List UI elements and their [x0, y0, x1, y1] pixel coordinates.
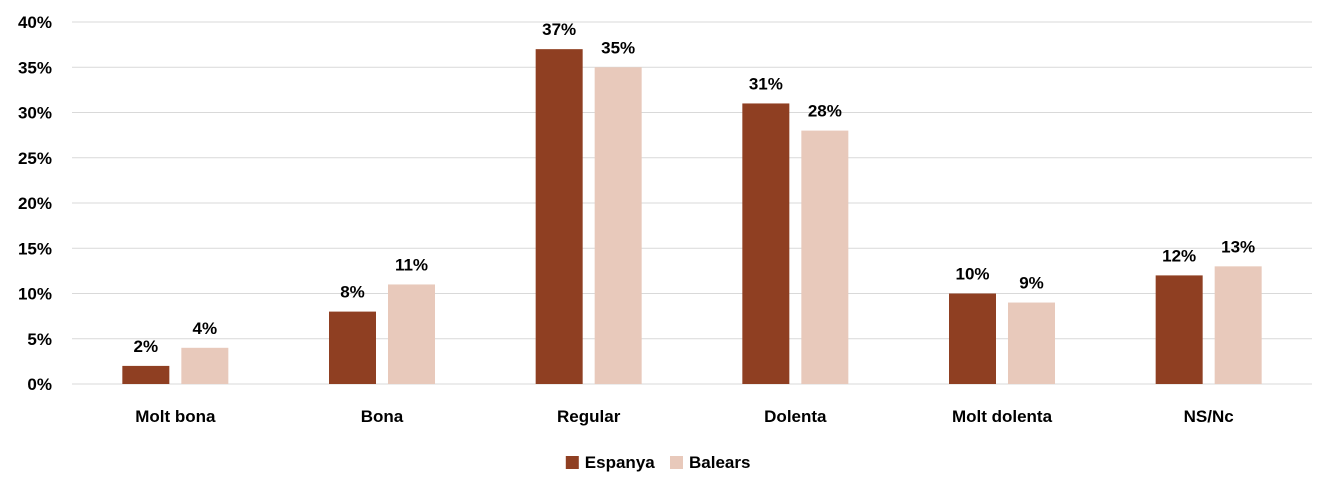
y-tick-label: 30% [18, 104, 52, 123]
y-tick-label: 20% [18, 194, 52, 213]
category-label: Bona [361, 407, 404, 426]
bar-balears-0 [181, 347, 229, 384]
legend-swatch-balears [670, 456, 683, 469]
legend-label-balears: Balears [689, 453, 750, 472]
bar-espanya-0 [122, 365, 170, 384]
bar-balears-3 [801, 130, 849, 384]
category-label: Molt bona [135, 407, 216, 426]
x-axis-categories: Molt bona Bona Regular Dolenta Molt dolenta N… [135, 407, 1234, 426]
data-label: 13% [1221, 237, 1255, 256]
category-label: Molt dolenta [952, 407, 1053, 426]
legend-swatch-espanya [565, 456, 579, 469]
y-tick-label: 35% [18, 58, 52, 77]
bar-espanya-1 [329, 311, 376, 384]
data-label: 2% [134, 337, 159, 356]
y-tick-label: 5% [27, 330, 52, 349]
y-tick-label: 25% [18, 149, 52, 168]
bar-espanya-2 [535, 49, 583, 385]
bar-balears-1 [388, 284, 435, 384]
y-tick-label: 40% [18, 13, 52, 32]
gridlines [72, 21, 1312, 385]
y-tick-label: 15% [18, 239, 52, 258]
y-tick-label: 0% [27, 375, 52, 394]
data-label: 11% [395, 255, 428, 274]
bar-balears-4 [1008, 302, 1055, 384]
data-label: 12% [1162, 246, 1196, 265]
category-label: Dolenta [764, 407, 827, 426]
data-label: 31% [749, 74, 783, 93]
bar-balears-5 [1214, 266, 1262, 384]
data-labels: 2% 4% 8% 11% 37% 35% 31% 28% 10% 9% 12% 13% [134, 20, 1256, 356]
category-label: Regular [557, 407, 621, 426]
category-label: NS/Nc [1184, 407, 1234, 426]
legend: Espanya Balears [565, 453, 750, 472]
bar-balears-2 [594, 67, 642, 384]
data-label: 28% [808, 102, 842, 121]
data-label: 35% [601, 38, 635, 57]
data-label: 9% [1019, 274, 1044, 293]
bar-espanya-3 [742, 103, 790, 384]
data-label: 10% [955, 265, 989, 284]
bars [122, 49, 1262, 385]
data-label: 8% [340, 283, 365, 302]
bar-espanya-5 [1155, 275, 1203, 384]
legend-label-espanya: Espanya [585, 453, 655, 472]
data-label: 37% [542, 20, 576, 39]
data-label: 4% [193, 319, 218, 338]
bar-espanya-4 [949, 293, 996, 384]
y-tick-label: 10% [18, 285, 52, 304]
y-axis-ticks: 0% 5% 10% 15% 20% 25% 30% 35% 40% [18, 13, 52, 394]
